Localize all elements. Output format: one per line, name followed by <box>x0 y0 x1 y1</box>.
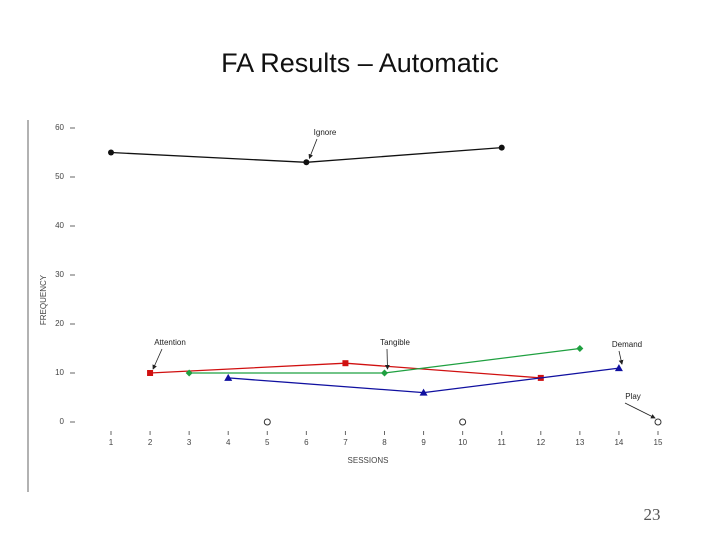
x-tick-label: 12 <box>536 438 545 447</box>
point <box>108 149 114 156</box>
y-tick-label: 50 <box>55 172 64 181</box>
point <box>224 373 233 381</box>
point <box>381 369 388 377</box>
x-tick-label: 2 <box>148 438 153 447</box>
point <box>576 345 584 352</box>
series-label: Demand <box>612 340 642 349</box>
point <box>459 418 467 426</box>
x-tick-label: 14 <box>614 438 623 447</box>
label-arrow <box>308 138 318 160</box>
x-tick-label: 3 <box>187 438 192 447</box>
x-tick-label: 10 <box>458 438 467 447</box>
chart-title: FA Results – Automatic <box>221 48 499 78</box>
point <box>185 369 193 377</box>
x-tick-label: 9 <box>421 438 426 447</box>
series-label: Attention <box>154 338 186 347</box>
point <box>342 360 349 367</box>
x-tick-label: 11 <box>498 438 507 447</box>
point <box>614 364 623 372</box>
y-axis-label: FREQUENCY <box>39 274 48 325</box>
y-tick-label: 60 <box>55 123 64 132</box>
series-label: Play <box>625 392 641 401</box>
x-tick-label: 1 <box>109 438 114 447</box>
label-arrow <box>618 350 624 365</box>
x-tick-label: 5 <box>265 438 270 447</box>
x-tick-label: 13 <box>575 438 584 447</box>
y-tick-label: 20 <box>55 319 64 328</box>
label-arrow <box>152 348 163 370</box>
x-tick-label: 7 <box>343 438 348 447</box>
x-tick-label: 8 <box>382 438 387 447</box>
y-tick-label: 40 <box>55 221 64 230</box>
slide-number: 23 <box>644 505 661 524</box>
point <box>419 388 428 396</box>
point <box>303 159 310 166</box>
label-arrow <box>624 402 656 419</box>
y-tick-label: 30 <box>55 270 64 279</box>
x-tick-label: 6 <box>304 438 309 447</box>
x-tick-label: 15 <box>654 438 663 447</box>
point <box>147 370 154 376</box>
x-axis-label: SESSIONS <box>348 456 389 465</box>
point <box>263 418 271 426</box>
y-tick-label: 0 <box>60 417 65 426</box>
label-arrow <box>385 348 390 370</box>
point <box>654 418 662 426</box>
point <box>498 144 505 151</box>
series-label: Tangible <box>380 338 410 347</box>
series-label: Ignore <box>314 128 337 137</box>
x-tick-label: 4 <box>226 438 231 447</box>
y-tick-label: 10 <box>55 368 64 377</box>
